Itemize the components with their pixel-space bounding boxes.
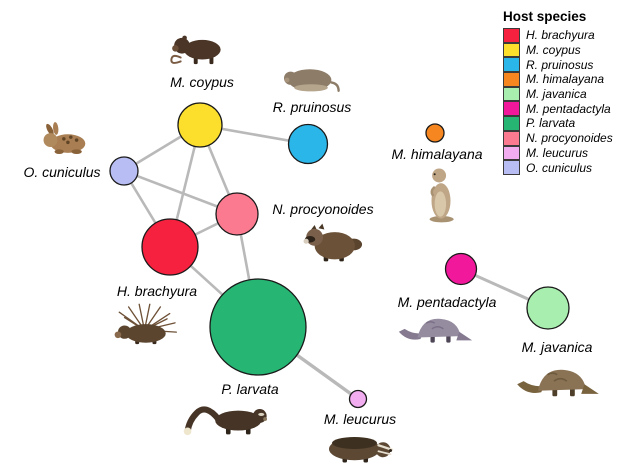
legend-swatch: [503, 86, 520, 102]
node-label: P. larvata: [221, 381, 279, 397]
species-node-porcupine: [141, 218, 199, 276]
node-label: M. leucurus: [324, 411, 396, 427]
legend-item: P. larvata: [503, 116, 625, 131]
node-label: M. himalayana: [391, 146, 482, 162]
node-label: M. coypus: [170, 74, 234, 90]
legend-item-label: P. larvata: [526, 116, 576, 131]
node-label: O. cuniculus: [23, 164, 100, 180]
porcupine-image: [106, 300, 179, 347]
legend-item-label: O. cuniculus: [526, 160, 593, 175]
legend-item: M. coypus: [503, 42, 625, 58]
legend-item-label: M. himalayana: [526, 72, 605, 87]
pangolin-brown-image: [514, 358, 602, 401]
coypu-image: [166, 30, 232, 68]
species-node-raccoon-dog: [215, 192, 259, 236]
legend-title: Host species: [503, 9, 587, 24]
legend-item: M. himalayana: [503, 72, 625, 87]
species-node-pangolin-gray: [444, 252, 478, 286]
pangolin-gray-image: [396, 310, 475, 345]
raccoon-dog-image: [299, 219, 364, 266]
legend-swatch: [503, 101, 520, 117]
legend: Host species H. brachyura M. coypus R. p…: [503, 9, 625, 175]
node-label: M. javanica: [522, 339, 593, 355]
legend-item: M. leucurus: [503, 145, 625, 161]
legend-swatch: [503, 160, 520, 175]
legend-item-label: M. leucurus: [526, 145, 589, 160]
legend-item-label: R. pruinosus: [526, 57, 594, 72]
rabbit-image: [36, 122, 94, 157]
legend-swatch: [503, 72, 520, 87]
species-node-civet: [209, 278, 307, 376]
legend-item: N. procyonoides: [503, 130, 625, 146]
legend-item: M. javanica: [503, 86, 625, 102]
legend-item: M. pentadactyla: [503, 101, 625, 117]
legend-item-label: H. brachyura: [526, 28, 595, 43]
node-label: M. pentadactyla: [398, 294, 497, 310]
legend-item: O. cuniculus: [503, 160, 625, 175]
legend-item-label: M. coypus: [526, 43, 581, 58]
species-node-coypu: [177, 102, 223, 148]
species-node-badger: [348, 389, 368, 409]
legend-swatch: [503, 130, 520, 146]
legend-item-label: N. procyonoides: [526, 131, 613, 146]
marmot-image: [422, 166, 460, 223]
node-label: N. procyonoides: [272, 201, 373, 217]
species-node-rabbit: [109, 156, 139, 186]
legend-swatch: [503, 145, 520, 161]
legend-swatch: [503, 57, 520, 73]
legend-item: H. brachyura: [503, 28, 625, 43]
badger-image: [320, 430, 395, 465]
legend-item: R. pruinosus: [503, 57, 625, 73]
civet-image: [181, 396, 274, 439]
legend-swatch: [503, 28, 520, 43]
species-node-pangolin-brown: [526, 286, 570, 330]
node-label: H. brachyura: [117, 283, 197, 299]
legend-item-label: M. pentadactyla: [526, 101, 611, 116]
legend-swatch: [503, 116, 520, 131]
species-node-marmot: [425, 123, 445, 143]
zokor-image: [281, 62, 341, 95]
legend-swatch: [503, 42, 520, 58]
node-label: R. pruinosus: [273, 99, 352, 115]
species-node-zokor: [287, 123, 329, 165]
legend-item-label: M. javanica: [526, 87, 587, 102]
